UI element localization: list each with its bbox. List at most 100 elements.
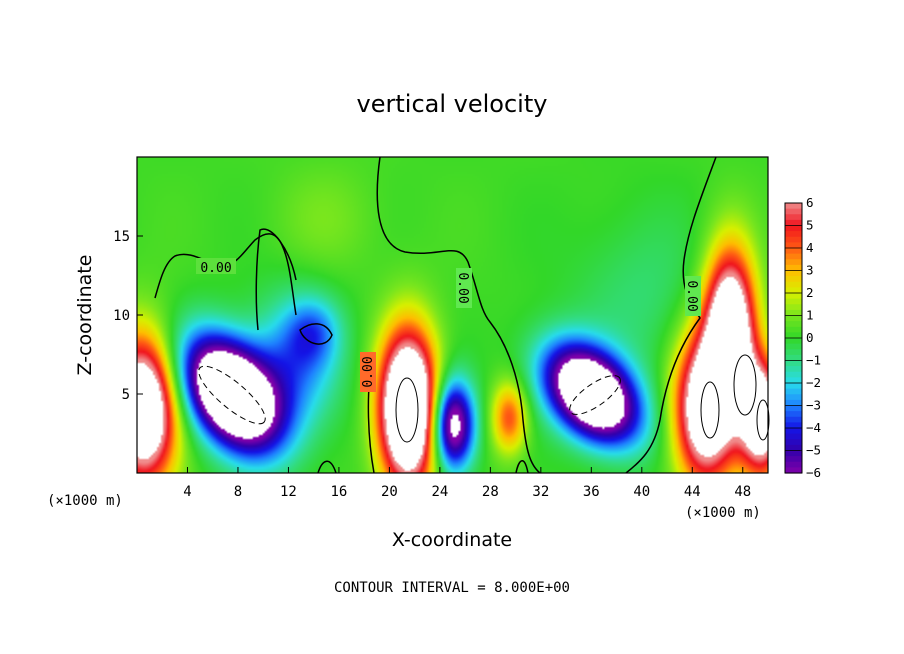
x-tick-label: 32: [532, 484, 549, 500]
colorbar-tick-label: −6: [806, 465, 821, 480]
colorbar-swatch: [785, 321, 802, 328]
contour-label-1: 0.00: [200, 261, 231, 276]
colorbar-swatch: [785, 371, 802, 378]
contour-lines: [154, 156, 770, 474]
contour-label-3: 0.00: [455, 272, 470, 303]
colorbar-tick-label: 2: [806, 285, 814, 300]
colorbar-swatch: [785, 360, 802, 367]
colorbar-swatch: [785, 383, 802, 390]
colorbar-swatch: [785, 219, 802, 227]
colorbar-swatch: [785, 461, 802, 468]
colorbar-swatch: [785, 377, 802, 384]
y-axis-label: Z-coordinate: [74, 255, 96, 376]
x-tick-label: 36: [583, 484, 600, 500]
y-tick-label: 15: [113, 229, 130, 245]
x-tick-label: 28: [482, 484, 499, 500]
colorbar-swatch: [785, 411, 802, 418]
colorbar-tick-label: 6: [806, 195, 814, 210]
colorbar-swatch: [785, 203, 802, 210]
colorbar-swatch: [785, 439, 802, 446]
colorbar-swatch: [785, 276, 802, 283]
colorbar-swatch: [785, 309, 802, 317]
zero-contour-pocket: [299, 323, 333, 345]
velocity-field: [137, 157, 768, 473]
colorbar-swatch: [785, 253, 802, 260]
y-tick-label: 5: [122, 387, 130, 403]
colorbar-swatch: [785, 281, 802, 288]
positive-contour-3: [733, 354, 757, 416]
positive-contour-4: [756, 399, 770, 441]
colorbar-tick-label: −1: [806, 353, 821, 368]
y-axis-ticks: 5 10 15: [113, 229, 143, 403]
colorbar-tick-label: −5: [806, 443, 821, 458]
colorbar-swatch: [785, 450, 802, 457]
colorbar-tick-label: 4: [806, 240, 814, 255]
colorbar-swatch: [785, 456, 802, 463]
x-tick-label: 8: [234, 484, 242, 500]
chart-title: vertical velocity: [357, 90, 548, 118]
positive-contour-2: [700, 381, 720, 439]
colorbar-swatch: [785, 298, 802, 305]
colorbar-swatch: [785, 264, 802, 272]
colorbar-swatch: [785, 349, 802, 356]
x-tick-label: 12: [280, 484, 297, 500]
colorbar-tick-label: −2: [806, 375, 821, 390]
colorbar-swatch: [785, 231, 802, 238]
colorbar-swatch: [785, 326, 802, 333]
x-unit-right: (×1000 m): [685, 505, 761, 521]
zero-contour-lobe: [255, 228, 297, 331]
colorbar-swatch: [785, 399, 802, 407]
colorbar-swatch: [785, 354, 802, 362]
colorbar-swatch: [785, 304, 802, 311]
x-axis-ticks: 4 8 12 16 20 24 28 32 36 40 44 48: [183, 467, 751, 500]
zero-contour-left: [154, 233, 297, 316]
contour-label-4: 0.00: [684, 280, 699, 311]
colorbar-swatch: [785, 225, 802, 232]
colorbar-tick-label: 1: [806, 308, 814, 323]
zero-contour-base-2: [515, 460, 529, 474]
contour-label-2: 0.00: [361, 356, 376, 387]
plot-area: 0.00 0.00 0.00 0.00: [136, 156, 770, 474]
colorbar-swatch: [785, 433, 802, 440]
colorbar-swatch: [785, 332, 802, 339]
colorbar-swatch: [785, 236, 802, 243]
colorbar-swatch: [785, 287, 802, 294]
colorbar-swatch: [785, 248, 802, 255]
colorbar-swatch: [785, 338, 802, 345]
colorbar-swatch: [785, 315, 802, 322]
colorbar-tick-label: −4: [806, 420, 821, 435]
colorbar-tick-label: −3: [806, 398, 821, 413]
colorbar-swatch: [785, 416, 802, 423]
zero-contour-mid: [376, 156, 541, 474]
contour-interval: CONTOUR INTERVAL = 8.000E+00: [334, 580, 570, 596]
colorbar-swatch: [785, 270, 802, 277]
colorbar-swatch: [785, 366, 802, 373]
x-tick-label: 40: [633, 484, 650, 500]
colorbar-swatch: [785, 405, 802, 412]
colorbar-swatch: [785, 293, 802, 300]
colorbar-swatch: [785, 388, 802, 395]
x-tick-label: 48: [734, 484, 751, 500]
x-tick-label: 16: [330, 484, 347, 500]
colorbar-swatch: [785, 242, 802, 249]
negative-contour-2: [569, 375, 621, 415]
colorbar-swatch: [785, 214, 802, 221]
colorbar-tick-label: 3: [806, 263, 814, 278]
zero-contour-base: [317, 460, 337, 474]
zero-contour-right: [625, 156, 717, 474]
x-tick-label: 24: [431, 484, 448, 500]
contour-labels: 0.00 0.00 0.00 0.00: [196, 258, 701, 392]
colorbar-tick-label: 0: [806, 330, 814, 345]
negative-contour-1: [198, 365, 266, 425]
colorbar-swatch: [785, 428, 802, 435]
positive-contour-1: [395, 377, 419, 443]
colorbar-swatch: [785, 394, 802, 401]
colorbar-swatch: [785, 259, 802, 266]
x-axis-label: X-coordinate: [392, 529, 512, 551]
colorbar-swatch: [785, 422, 802, 429]
colorbar: 6 5 4 3 2 1 0 −1 −2 −3 −4 −5 −6: [784, 195, 821, 480]
y-tick-label: 10: [113, 308, 130, 324]
x-tick-label: 20: [381, 484, 398, 500]
colorbar-swatch: [785, 343, 802, 350]
